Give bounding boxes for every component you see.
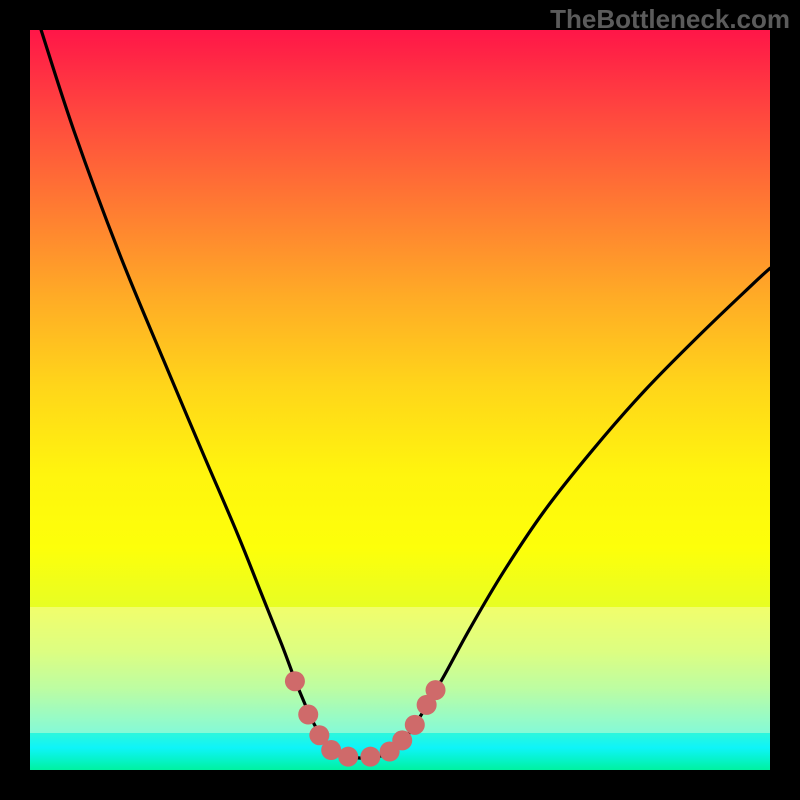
curve-marker [338, 747, 358, 767]
curve-line [41, 30, 770, 758]
curve-marker [392, 730, 412, 750]
curve-marker [285, 671, 305, 691]
curve-markers [285, 671, 446, 766]
watermark-text: TheBottleneck.com [550, 4, 790, 35]
curve-marker [298, 705, 318, 725]
curve-marker [405, 715, 425, 735]
bottleneck-curve [30, 30, 770, 770]
curve-marker [426, 680, 446, 700]
curve-marker [360, 747, 380, 767]
curve-marker [321, 740, 341, 760]
